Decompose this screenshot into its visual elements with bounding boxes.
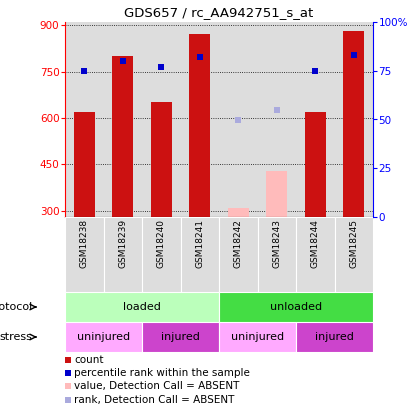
Bar bbox=[296, 217, 334, 292]
Bar bbox=[151, 102, 172, 217]
Text: unloaded: unloaded bbox=[270, 302, 322, 312]
Bar bbox=[112, 56, 133, 217]
Text: loaded: loaded bbox=[123, 302, 161, 312]
Bar bbox=[103, 22, 142, 217]
Point bbox=[81, 68, 88, 74]
Text: value, Detection Call = ABSENT: value, Detection Call = ABSENT bbox=[74, 382, 239, 392]
Text: percentile rank within the sample: percentile rank within the sample bbox=[74, 368, 250, 378]
Bar bbox=[65, 217, 103, 292]
Bar bbox=[296, 22, 334, 217]
Point bbox=[65, 370, 71, 376]
Text: GSM18238: GSM18238 bbox=[80, 219, 89, 269]
Bar bbox=[65, 322, 142, 352]
Text: rank, Detection Call = ABSENT: rank, Detection Call = ABSENT bbox=[74, 395, 234, 405]
Bar bbox=[219, 22, 257, 217]
Text: GSM18241: GSM18241 bbox=[195, 219, 204, 268]
Bar bbox=[103, 217, 142, 292]
Point bbox=[65, 396, 71, 403]
Point bbox=[65, 357, 71, 363]
Point bbox=[273, 107, 280, 113]
Bar bbox=[219, 292, 373, 322]
Bar bbox=[343, 31, 364, 217]
Point bbox=[196, 54, 203, 60]
Point bbox=[158, 64, 165, 70]
Bar bbox=[305, 112, 326, 217]
Bar bbox=[266, 171, 287, 217]
Bar bbox=[228, 208, 249, 217]
Text: injured: injured bbox=[161, 332, 200, 342]
Text: GSM18239: GSM18239 bbox=[118, 219, 127, 269]
Bar bbox=[219, 322, 296, 352]
Text: GSM18244: GSM18244 bbox=[311, 219, 320, 268]
Text: GSM18240: GSM18240 bbox=[157, 219, 166, 268]
Bar bbox=[257, 217, 296, 292]
Bar bbox=[334, 22, 373, 217]
Text: GSM18242: GSM18242 bbox=[234, 219, 243, 268]
Text: GSM18245: GSM18245 bbox=[349, 219, 358, 268]
Bar bbox=[65, 292, 219, 322]
Point bbox=[312, 68, 319, 74]
Text: injured: injured bbox=[315, 332, 354, 342]
Bar bbox=[219, 217, 257, 292]
Point bbox=[235, 116, 242, 123]
Bar bbox=[73, 112, 95, 217]
Point bbox=[65, 383, 71, 390]
Text: protocol: protocol bbox=[0, 302, 32, 312]
Text: GSM18243: GSM18243 bbox=[272, 219, 281, 268]
Bar bbox=[142, 322, 219, 352]
Text: stress: stress bbox=[0, 332, 32, 342]
Bar bbox=[181, 217, 219, 292]
Bar bbox=[334, 217, 373, 292]
Bar bbox=[296, 322, 373, 352]
Text: uninjured: uninjured bbox=[231, 332, 284, 342]
Point bbox=[120, 58, 126, 64]
Bar bbox=[189, 34, 210, 217]
Title: GDS657 / rc_AA942751_s_at: GDS657 / rc_AA942751_s_at bbox=[124, 6, 314, 19]
Bar bbox=[142, 217, 181, 292]
Bar bbox=[65, 22, 103, 217]
Bar bbox=[257, 22, 296, 217]
Text: uninjured: uninjured bbox=[77, 332, 130, 342]
Point bbox=[350, 52, 357, 58]
Bar bbox=[142, 22, 181, 217]
Bar bbox=[181, 22, 219, 217]
Text: count: count bbox=[74, 355, 103, 365]
